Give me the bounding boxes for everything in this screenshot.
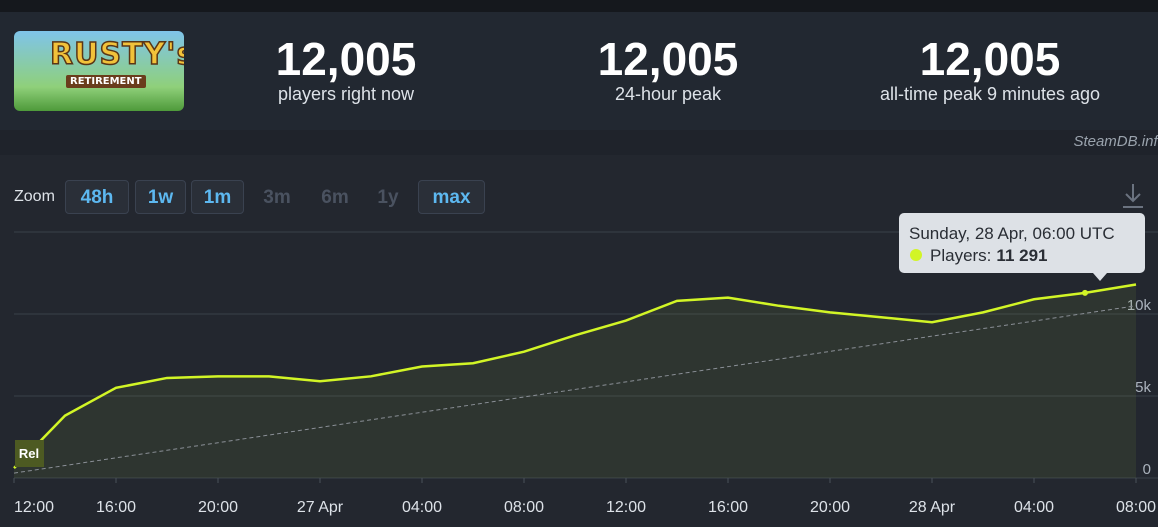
stat-value: 12,005 xyxy=(919,33,1061,85)
tooltip-line: Players: 11 291 xyxy=(930,246,1047,265)
x-tick-label: 20:00 xyxy=(810,499,850,516)
watermark: SteamDB.info xyxy=(1073,133,1158,150)
x-tick-label: 12:00 xyxy=(606,499,646,516)
zoom-button: 3m xyxy=(263,187,291,208)
game-logo: RUSTY's RETIREMENT xyxy=(14,31,184,111)
zoom-button: 1y xyxy=(377,187,399,208)
x-tick-label: 16:00 xyxy=(708,499,748,516)
zoom-label: Zoom xyxy=(14,188,55,205)
x-tick-label: 28 Apr xyxy=(909,499,956,516)
x-tick-label: 04:00 xyxy=(1014,499,1054,516)
header: RUSTY's RETIREMENT 12,005 players right n… xyxy=(0,12,1158,130)
x-tick-label: 20:00 xyxy=(198,499,238,516)
tooltip-point xyxy=(1082,289,1088,296)
stat-value: 12,005 xyxy=(597,33,739,85)
logo-title: RUSTY's xyxy=(49,36,184,73)
stat-value: 12,005 xyxy=(275,33,417,85)
tooltip-title: Sunday, 28 Apr, 06:00 UTC xyxy=(909,224,1115,243)
zoom-button[interactable]: 48h xyxy=(65,180,129,214)
stat-label: all-time peak 9 minutes ago xyxy=(879,84,1101,104)
release-marker xyxy=(15,440,44,467)
x-tick-label: 16:00 xyxy=(96,499,136,516)
download-icon xyxy=(1123,184,1143,208)
tooltip-series: Players: xyxy=(930,246,991,265)
area xyxy=(14,284,1136,478)
stat-label: players right now xyxy=(277,84,415,104)
trend-line xyxy=(13,305,1137,474)
top-bar xyxy=(0,0,1158,12)
x-tick-label: 12:00 xyxy=(14,499,54,516)
stat: 12,005 players right now xyxy=(196,34,496,105)
stat: 12,005 all-time peak 9 minutes ago xyxy=(840,34,1140,105)
x-tick-label: 27 Apr xyxy=(297,499,344,516)
stat-label: 24-hour peak xyxy=(614,84,722,104)
zoom-button[interactable]: 1w xyxy=(135,180,186,214)
tooltip-value: 11 291 xyxy=(996,246,1047,265)
zoom-button[interactable]: max xyxy=(418,180,485,214)
x-tick-label: 04:00 xyxy=(402,499,442,516)
y-tick-label: 10k xyxy=(1127,297,1152,314)
y-tick-label: 5k xyxy=(1135,379,1151,396)
line xyxy=(13,283,1137,470)
release-label: Rel xyxy=(19,446,39,461)
x-tick-label: 08:00 xyxy=(1116,499,1156,516)
y-tick-label: 0 xyxy=(1143,461,1151,478)
tooltip-dot xyxy=(910,249,922,261)
logo-subtitle: RETIREMENT xyxy=(66,75,146,88)
tooltip-box xyxy=(899,213,1145,281)
zoom-button[interactable]: 1m xyxy=(191,180,244,214)
x-tick-label: 08:00 xyxy=(504,499,544,516)
zoom-button: 6m xyxy=(321,187,349,208)
stat: 12,005 24-hour peak xyxy=(518,34,818,105)
